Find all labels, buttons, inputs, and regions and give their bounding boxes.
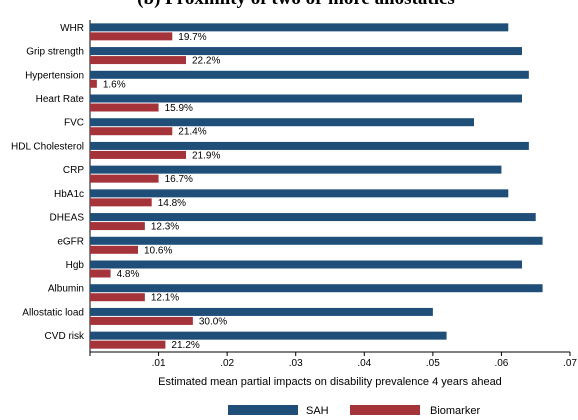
category-label: Heart Rate	[36, 94, 85, 105]
bar-sah	[90, 23, 509, 32]
bar-sah	[90, 141, 529, 150]
plot-area	[7, 18, 572, 405]
x-tick-label: .01	[152, 358, 166, 369]
biomarker-pct-label: 30.0%	[199, 316, 227, 327]
biomarker-pct-label: 21.4%	[178, 127, 206, 138]
biomarker-pct-label: 19.7%	[178, 32, 206, 43]
x-tick-label: .07	[563, 358, 577, 369]
bar-biomarker	[90, 245, 138, 254]
bar-sah	[90, 213, 536, 222]
bar-sah	[90, 284, 543, 293]
bar-biomarker	[90, 103, 159, 112]
biomarker-pct-label: 15.9%	[165, 103, 193, 114]
bar-sah	[90, 165, 502, 174]
bar-sah	[90, 236, 543, 245]
category-label: CRP	[63, 165, 84, 176]
bar-sah	[90, 94, 522, 103]
category-label: WHR	[60, 23, 84, 34]
category-label: Allostatic load	[22, 307, 84, 318]
category-label: Grip strength	[26, 47, 84, 58]
category-label: eGFR	[57, 236, 84, 247]
legend-swatch	[228, 405, 298, 415]
x-tick-label: .06	[494, 358, 508, 369]
category-label: Hypertension	[25, 70, 84, 81]
x-tick-label: .03	[289, 358, 303, 369]
bar-biomarker	[90, 340, 166, 349]
biomarker-pct-label: 4.8%	[117, 269, 140, 280]
bar-sah	[90, 118, 474, 127]
bar-biomarker	[90, 150, 186, 159]
bar-biomarker	[90, 293, 145, 302]
bar-biomarker	[90, 79, 97, 88]
biomarker-pct-label: 21.2%	[171, 340, 199, 351]
bar-biomarker	[90, 269, 111, 278]
legend-label: Biomarker	[430, 405, 480, 417]
bar-sah	[90, 189, 509, 198]
bar-biomarker	[90, 127, 173, 136]
bar-biomarker	[90, 174, 159, 183]
x-axis-label: Estimated mean partial impacts on disabi…	[158, 376, 502, 388]
bar-biomarker	[90, 198, 152, 207]
category-label: Albumin	[48, 284, 84, 295]
bar-biomarker	[90, 32, 173, 41]
category-label: FVC	[64, 118, 84, 129]
biomarker-pct-label: 1.6%	[103, 79, 126, 90]
bar-sah	[90, 47, 522, 56]
biomarker-pct-label: 14.8%	[158, 198, 186, 209]
category-label: CVD risk	[45, 331, 85, 342]
category-label: HDL Cholesterol	[11, 141, 84, 152]
category-label: HbA1c	[54, 189, 84, 200]
x-tick-label: .05	[426, 358, 440, 369]
chart-title: (b) Proximity of two or more allostatics	[137, 0, 455, 9]
x-tick-label: .02	[220, 358, 234, 369]
bar-sah	[90, 70, 529, 79]
bar-biomarker	[90, 222, 145, 231]
category-label: Hgb	[66, 260, 85, 271]
bar-sah	[90, 331, 447, 340]
biomarker-pct-label: 12.1%	[151, 293, 179, 304]
biomarker-pct-label: 21.9%	[192, 150, 220, 161]
legend-swatch	[350, 405, 420, 415]
legend: SAH Biomarker	[228, 405, 480, 417]
bar-biomarker	[90, 56, 186, 65]
bar-biomarker	[90, 316, 193, 325]
legend-label: SAH	[306, 405, 329, 417]
bar-sah	[90, 307, 433, 316]
biomarker-pct-label: 10.6%	[144, 245, 172, 256]
biomarker-pct-label: 22.2%	[192, 56, 220, 67]
category-label: DHEAS	[50, 213, 85, 224]
biomarker-pct-label: 16.7%	[165, 174, 193, 185]
x-tick-label: .04	[357, 358, 371, 369]
biomarker-pct-label: 12.3%	[151, 222, 179, 233]
bar-sah	[90, 260, 522, 269]
